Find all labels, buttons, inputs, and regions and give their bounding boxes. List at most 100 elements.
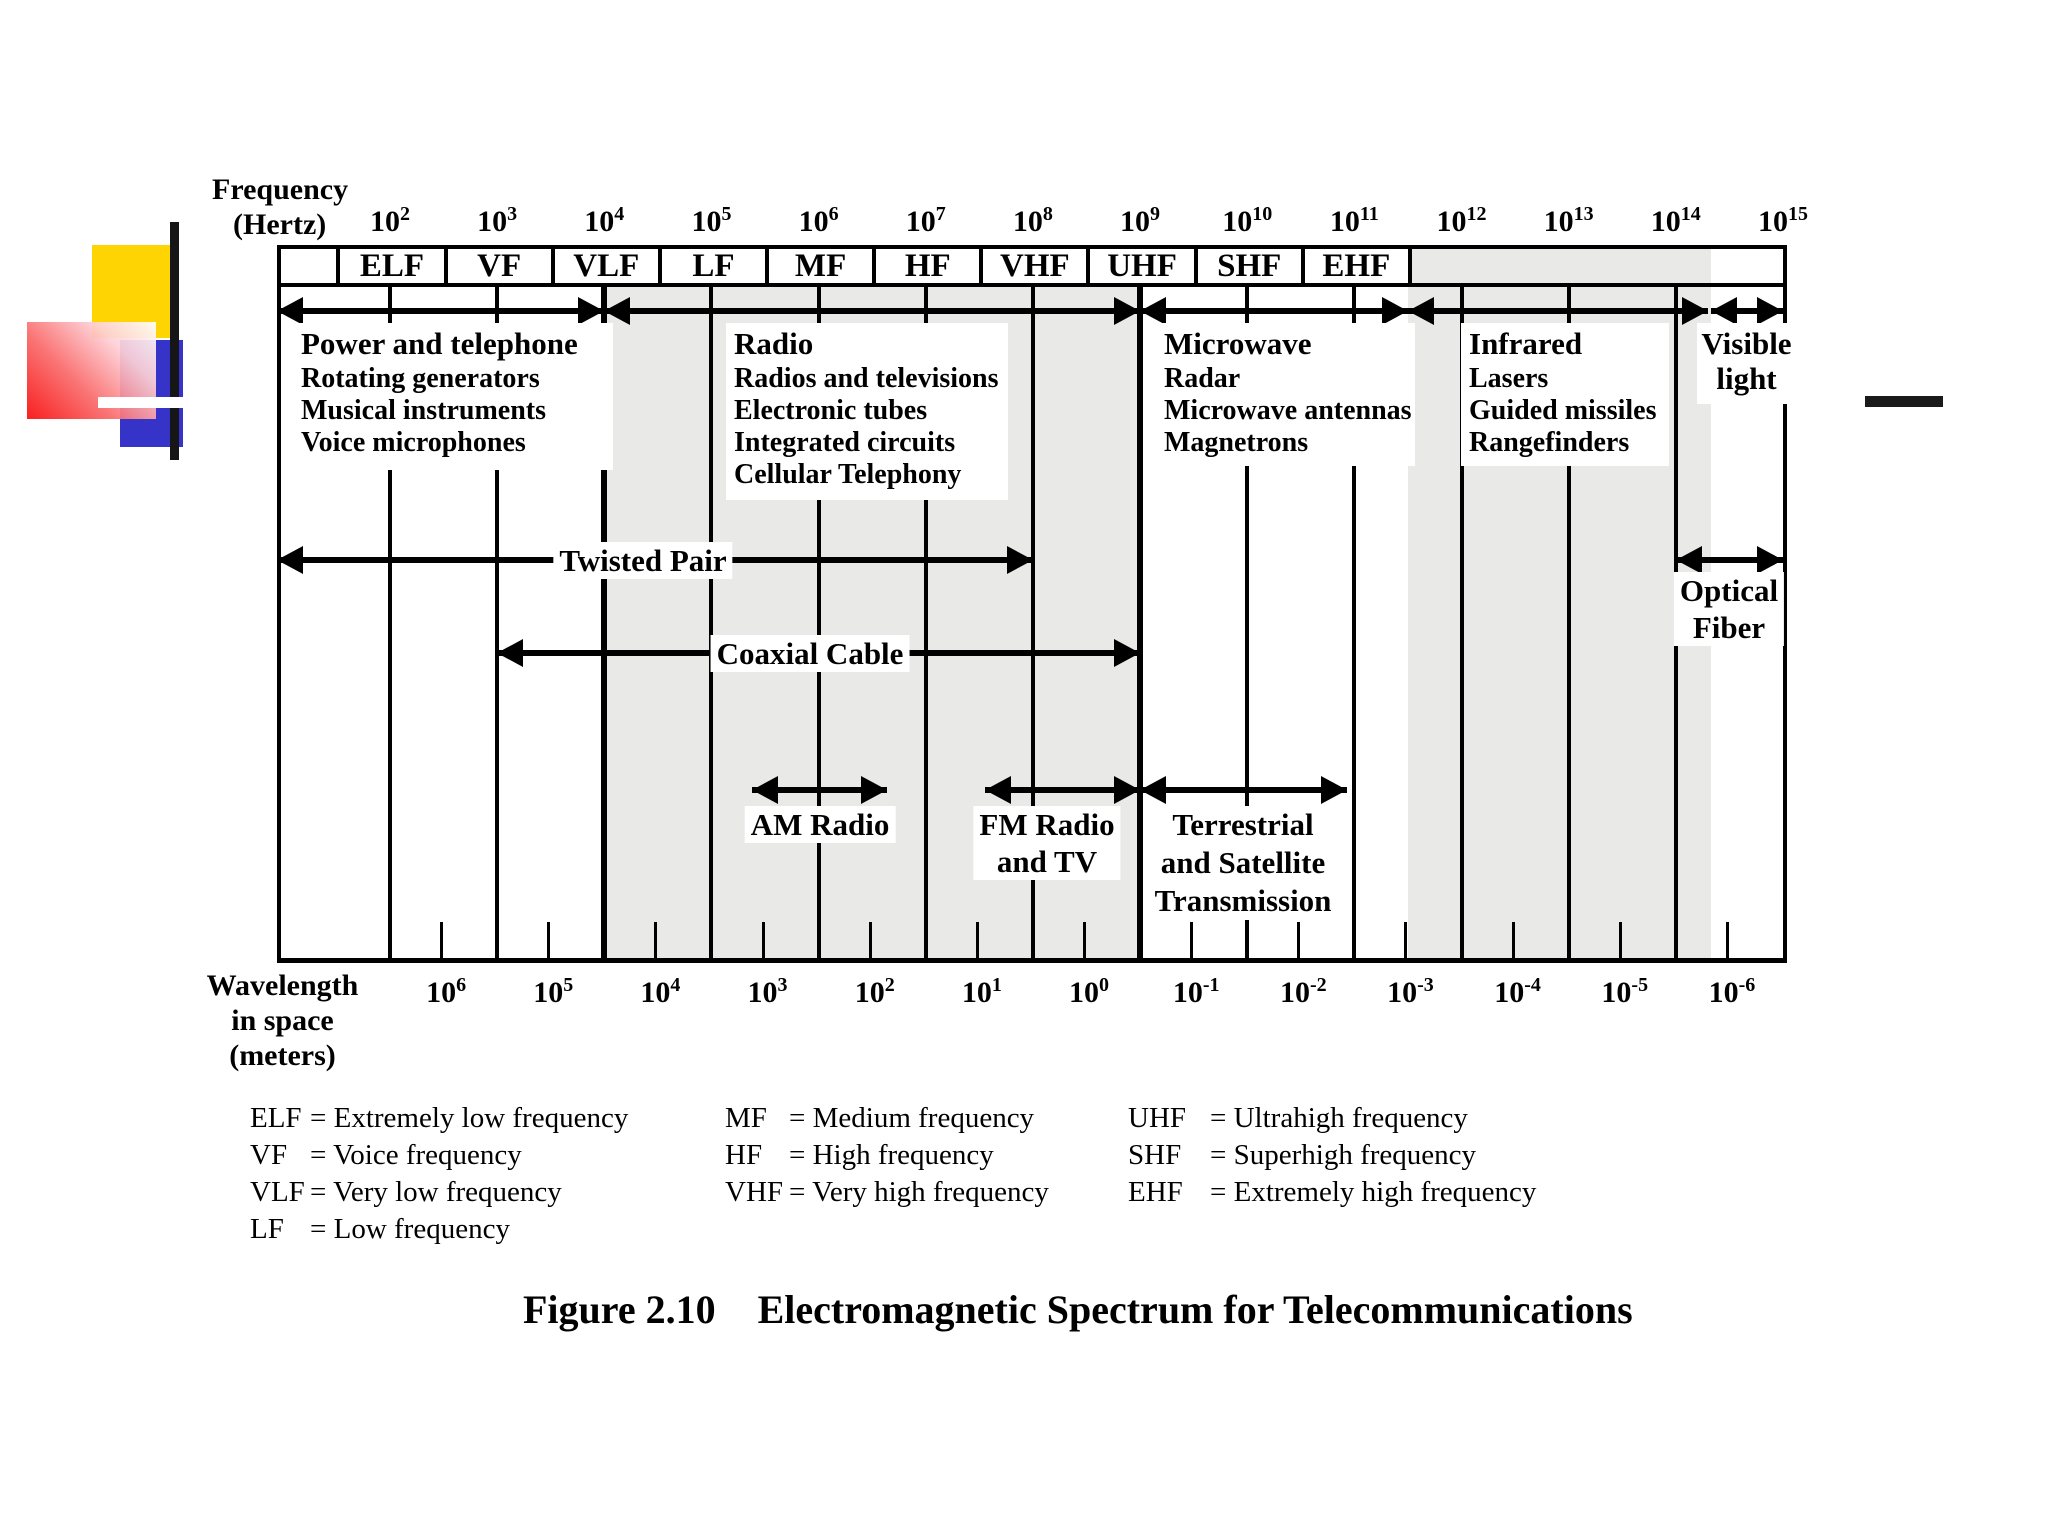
- media-label-coaxial-cable: Coaxial Cable: [710, 635, 910, 672]
- legend-definition: Superhigh frequency: [1233, 1139, 1477, 1171]
- media-label-optical-fiber: Optical Fiber: [1673, 572, 1785, 646]
- legend-column: UHF = Ultrahigh frequency SHF = Superhigh f…: [1128, 1100, 1536, 1211]
- legend-equals: =: [310, 1176, 334, 1208]
- legend-definition: Extremely low frequency: [333, 1102, 629, 1134]
- frequency-tick-label: 1010: [1222, 203, 1273, 238]
- legend-row: VLF = Very low frequency: [250, 1174, 628, 1211]
- legend-definition: Voice frequency: [333, 1139, 522, 1171]
- media-arrow-fm-radio-tv-right-arrowhead: [1114, 776, 1141, 804]
- frequency-tick-label: 107: [905, 203, 946, 238]
- category-title: Infrared: [1469, 326, 1583, 361]
- category-arrow-visible-light-right-arrowhead: [1756, 297, 1783, 325]
- wavelength-tick-label: 10-2: [1279, 974, 1327, 1009]
- category-item: Electronic tubes: [734, 395, 928, 426]
- wavelength-tick: [654, 922, 658, 958]
- frequency-gridline: [1137, 287, 1144, 963]
- wavelength-tick: [547, 922, 551, 958]
- legend-abbr: UHF: [1128, 1102, 1187, 1134]
- band-box-lf: LF: [657, 245, 770, 287]
- legend-row: MF = Medium frequency: [725, 1100, 1049, 1137]
- legend-equals: =: [789, 1176, 813, 1208]
- figure-caption-title: Electromagnetic Spectrum for Telecommuni…: [757, 1287, 1633, 1332]
- media-arrow-optical-fiber-left-arrowhead: [1675, 546, 1702, 574]
- category-item: Rotating generators: [301, 363, 540, 394]
- media-arrow-fm-radio-tv-line: [984, 787, 1141, 793]
- wavelength-axis-title: Wavelength in space (meters): [206, 969, 359, 1072]
- category-item: Magnetrons: [1164, 427, 1309, 458]
- legend-equals: =: [310, 1213, 334, 1245]
- wavelength-tick-label: 104: [640, 974, 681, 1009]
- wavelength-tick: [1083, 922, 1086, 958]
- category-arrow-power-and-telephone-line: [277, 308, 605, 314]
- chart-bottom-border: [277, 958, 1787, 963]
- media-arrow-am-radio-left-arrowhead: [752, 776, 779, 804]
- legend-definition: High frequency: [812, 1139, 994, 1171]
- legend-abbr: VLF: [250, 1176, 305, 1208]
- legend-definition: Very high frequency: [812, 1176, 1049, 1208]
- category-arrow-microwave-left-arrowhead: [1140, 297, 1167, 325]
- frequency-gridline: [1352, 287, 1357, 963]
- wavelength-tick-label: 10-4: [1494, 974, 1541, 1009]
- legend-row: SHF = Superhigh frequency: [1128, 1137, 1536, 1174]
- media-arrow-terrestrial-satellite-right-arrowhead: [1320, 776, 1347, 804]
- band-box-elf: ELF: [336, 245, 448, 287]
- media-arrow-coaxial-cable-right-arrowhead: [1114, 639, 1141, 667]
- band-box-mf: MF: [765, 245, 877, 287]
- frequency-gridline: [709, 287, 714, 963]
- wavelength-tick: [1404, 922, 1408, 958]
- legend-definition: Very low frequency: [333, 1176, 562, 1208]
- category-item: Guided missiles: [1469, 395, 1657, 426]
- legend-row: ELF = Extremely low frequency: [250, 1100, 628, 1137]
- category-item: Voice microphones: [301, 427, 526, 458]
- category-arrow-infrared-line: [1407, 308, 1708, 314]
- frequency-gridline: [1566, 287, 1571, 963]
- wavelength-tick: [1297, 922, 1301, 958]
- band-box-vf: VF: [443, 245, 555, 287]
- category-arrow-visible-light-left-arrowhead: [1711, 297, 1738, 325]
- frequency-tick-label: 1013: [1543, 203, 1594, 238]
- category-title: light: [1716, 361, 1777, 396]
- figure-caption: Figure 2.10 Electromagnetic Spectrum for …: [523, 1286, 1633, 1333]
- decorative-right-dash: [1865, 396, 1943, 407]
- frequency-tick-label: 106: [798, 203, 839, 238]
- category-block-visible-light: Visible light: [1697, 323, 1796, 404]
- category-arrow-visible-light-line: [1711, 308, 1783, 314]
- wavelength-tick-label: 103: [747, 974, 788, 1009]
- frequency-gridline: [1030, 287, 1035, 963]
- legend-abbr: LF: [250, 1213, 284, 1245]
- media-arrow-optical-fiber-line: [1675, 557, 1783, 563]
- legend-definition: Medium frequency: [812, 1102, 1035, 1134]
- frequency-gridline: [816, 287, 821, 963]
- wavelength-tick-label: 100: [1069, 974, 1109, 1009]
- category-title: Visible: [1701, 326, 1792, 361]
- category-item: Cellular Telephony: [734, 459, 962, 490]
- frequency-tick-label: 1015: [1757, 203, 1808, 238]
- frequency-tick-label: 1011: [1329, 203, 1379, 238]
- wavelength-tick: [761, 922, 765, 958]
- wavelength-tick-label: 10-6: [1708, 974, 1756, 1009]
- legend-equals: =: [789, 1102, 813, 1134]
- band-box-empty: [277, 245, 341, 287]
- legend-row: VHF = Very high frequency: [725, 1174, 1049, 1211]
- band-box-shf: SHF: [1193, 245, 1305, 287]
- media-arrow-optical-fiber-right-arrowhead: [1756, 546, 1783, 574]
- frequency-tick-label: 108: [1012, 203, 1053, 238]
- band-box-ehf: EHF: [1300, 245, 1412, 287]
- frequency-gridline: [1245, 287, 1250, 963]
- media-arrow-coaxial-cable-left-arrowhead: [497, 639, 524, 667]
- frequency-gridline: [923, 287, 928, 963]
- wavelength-tick: [1511, 922, 1515, 958]
- legend-equals: =: [1210, 1176, 1234, 1208]
- band-box-hf: HF: [872, 245, 984, 287]
- legend-row: EHF = Extremely high frequency: [1128, 1174, 1536, 1211]
- category-arrow-microwave-line: [1140, 308, 1408, 314]
- frequency-tick-label: 105: [691, 203, 732, 238]
- decorative-white-strip: [98, 397, 184, 408]
- legend-abbr: VF: [250, 1139, 288, 1171]
- frequency-tick-label: 104: [584, 203, 625, 238]
- legend-abbr: ELF: [250, 1102, 302, 1134]
- frequency-tick-label: 1014: [1650, 203, 1701, 238]
- wavelength-tick: [868, 922, 872, 958]
- legend-equals: =: [1210, 1139, 1234, 1171]
